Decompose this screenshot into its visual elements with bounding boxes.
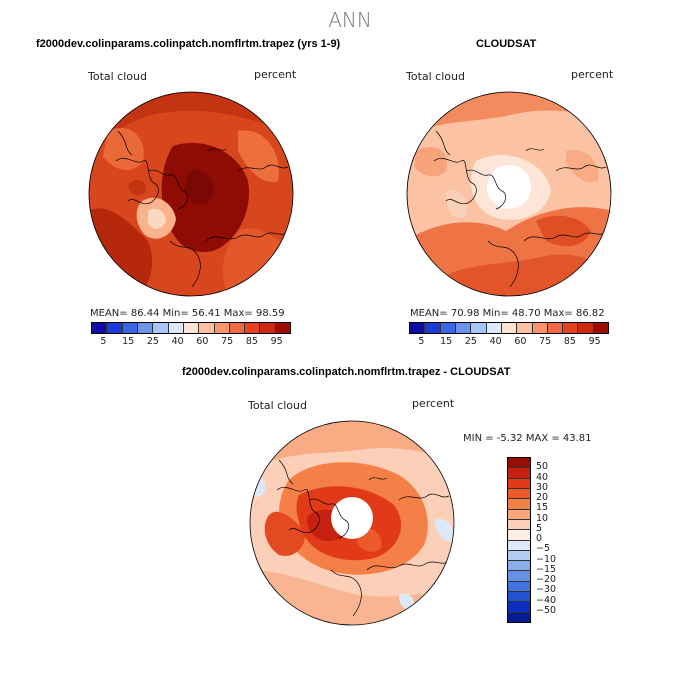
colorbar-tick-label: 5 (418, 336, 425, 347)
colorbar-swatch (508, 602, 530, 613)
colorbar-tick-label: 5 (536, 522, 543, 534)
panel1-colorbar-ticks: 5 15 25 40 60 75 85 95 (91, 336, 289, 347)
colorbar-tick-label: 60 (196, 336, 209, 347)
panel2-units-label: percent (571, 68, 614, 81)
colorbar-swatch (517, 323, 533, 333)
colorbar-tick-label: −10 (536, 553, 557, 565)
colorbar-tick-label: 25 (464, 336, 477, 347)
colorbar-swatch (578, 323, 594, 333)
panel3-stats: MIN = -5.32 MAX = 43.81 (463, 433, 592, 444)
colorbar-swatch (168, 323, 184, 333)
colorbar-tick-label: −50 (536, 604, 557, 616)
colorbar-swatch (410, 323, 426, 333)
colorbar-swatch (508, 509, 530, 520)
colorbar-tick-label: 15 (440, 336, 453, 347)
panel3-colorbar-ticks: 50 40 30 20 15 10 5 0 −5 −10 −15 −20 −30 −40 −50 (536, 457, 576, 621)
colorbar-tick-label: 0 (536, 533, 543, 544)
panel3-colorbar (507, 457, 531, 623)
colorbar-swatch (440, 323, 456, 333)
colorbar-tick-label: −5 (536, 543, 551, 555)
colorbar-swatch (229, 323, 246, 333)
colorbar-tick-label: 50 (536, 461, 549, 473)
colorbar-swatch (260, 323, 276, 333)
colorbar-tick-label: 75 (539, 336, 552, 347)
colorbar-tick-label: 10 (536, 512, 549, 524)
panel1-title: f2000dev.colinparams.colinpatch.nomflrtm… (36, 38, 341, 50)
panel2-stats: MEAN= 70.98 Min= 48.70 Max= 86.82 (410, 308, 605, 319)
panel1-stats: MEAN= 86.44 Min= 56.41 Max= 98.59 (90, 308, 285, 319)
colorbar-tick-label: 75 (221, 336, 234, 347)
colorbar-swatch (425, 323, 441, 333)
colorbar-swatch (471, 323, 487, 333)
panel2-colorbar-ticks: 5 15 25 40 60 75 85 95 (409, 336, 607, 347)
colorbar-swatch (92, 323, 108, 333)
colorbar-tick-label: 15 (536, 502, 549, 514)
colorbar-tick-label: 40 (489, 336, 502, 347)
panel1-colorbar (91, 322, 291, 334)
colorbar-tick-label: −40 (536, 594, 557, 606)
colorbar-swatch (501, 323, 518, 333)
colorbar-swatch (153, 323, 169, 333)
colorbar-swatch (508, 478, 530, 489)
colorbar-tick-label: 95 (270, 336, 283, 347)
panel1-polar-map (88, 91, 294, 297)
colorbar-swatch (508, 530, 530, 541)
panel3-units-label: percent (412, 397, 455, 410)
panel2-colorbar (409, 322, 609, 334)
colorbar-tick-label: 85 (563, 336, 576, 347)
colorbar-swatch (508, 612, 530, 622)
colorbar-swatch (275, 323, 291, 333)
colorbar-tick-label: 15 (122, 336, 135, 347)
colorbar-swatch (122, 323, 138, 333)
colorbar-swatch (508, 571, 530, 582)
panel1-variable-label: Total cloud (88, 70, 147, 83)
colorbar-tick-label: 30 (536, 481, 549, 493)
colorbar-swatch (508, 499, 530, 510)
colorbar-swatch (455, 323, 472, 333)
colorbar-tick-label: 60 (514, 336, 527, 347)
panel2-polar-map (406, 91, 612, 297)
colorbar-swatch (508, 550, 530, 562)
colorbar-swatch (183, 323, 200, 333)
panel3-variable-label: Total cloud (248, 399, 307, 412)
colorbar-swatch (593, 323, 609, 333)
colorbar-tick-label: −20 (536, 574, 557, 585)
colorbar-tick-label: 20 (536, 492, 549, 503)
colorbar-swatch (508, 458, 530, 469)
colorbar-swatch (214, 323, 230, 333)
colorbar-tick-label: 85 (245, 336, 258, 347)
colorbar-tick-label: 95 (588, 336, 601, 347)
colorbar-swatch (508, 540, 530, 551)
colorbar-swatch (486, 323, 502, 333)
colorbar-swatch (508, 488, 530, 500)
colorbar-swatch (508, 468, 530, 479)
colorbar-tick-label: −30 (536, 584, 557, 596)
colorbar-swatch (107, 323, 123, 333)
colorbar-swatch (245, 323, 261, 333)
colorbar-tick-label: 25 (146, 336, 159, 347)
main-title: ANN (328, 8, 372, 32)
panel3-polar-map (249, 420, 455, 626)
colorbar-tick-label: −15 (536, 563, 557, 575)
colorbar-swatch (547, 323, 564, 333)
colorbar-swatch (508, 592, 530, 603)
colorbar-swatch (508, 519, 530, 531)
colorbar-swatch (532, 323, 548, 333)
panel1-units-label: percent (254, 68, 297, 81)
colorbar-swatch (563, 323, 579, 333)
colorbar-tick-label: 40 (171, 336, 184, 347)
panel2-title: CLOUDSAT (476, 38, 537, 50)
colorbar-tick-label: 40 (536, 471, 549, 483)
colorbar-swatch (508, 581, 530, 593)
colorbar-swatch (508, 561, 530, 572)
colorbar-tick-label: 5 (100, 336, 107, 347)
panel2-variable-label: Total cloud (406, 70, 465, 83)
colorbar-swatch (137, 323, 154, 333)
panel3-title: f2000dev.colinparams.colinpatch.nomflrtm… (182, 366, 511, 378)
colorbar-swatch (199, 323, 215, 333)
